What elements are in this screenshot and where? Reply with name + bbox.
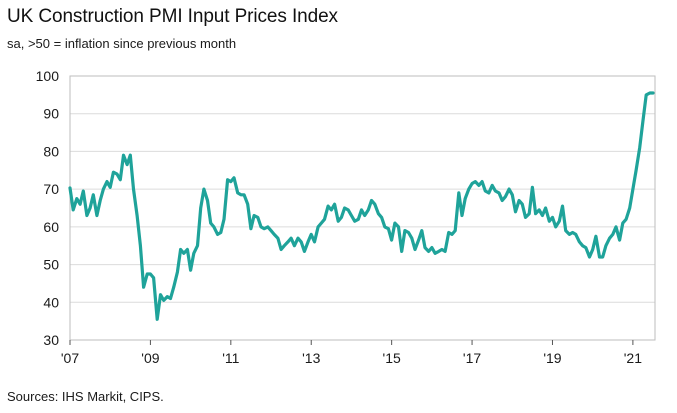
y-tick-label: 80	[43, 143, 59, 159]
x-tick-label: '21	[624, 350, 642, 366]
x-tick-label: '13	[302, 350, 320, 366]
y-tick-label: 40	[43, 294, 59, 310]
x-tick-label: '15	[383, 350, 401, 366]
x-tick-label: '17	[463, 350, 481, 366]
x-tick-label: '09	[141, 350, 159, 366]
chart-title: UK Construction PMI Input Prices Index	[7, 6, 338, 27]
x-tick-label: '19	[543, 350, 561, 366]
y-tick-label: 90	[43, 106, 59, 122]
y-tick-label: 60	[43, 219, 59, 235]
plot-frame	[69, 75, 656, 341]
y-tick-label: 50	[43, 257, 59, 273]
y-tick-label: 70	[43, 181, 59, 197]
x-tick-label: '11	[222, 350, 239, 366]
x-tick-label: '07	[61, 350, 79, 366]
series-line	[68, 91, 655, 321]
chart-subtitle: sa, >50 = inflation since previous month	[7, 36, 237, 51]
chart-source: Sources: IHS Markit, CIPS.	[7, 389, 164, 404]
y-tick-label: 100	[36, 68, 60, 84]
y-tick-label: 30	[43, 332, 59, 348]
